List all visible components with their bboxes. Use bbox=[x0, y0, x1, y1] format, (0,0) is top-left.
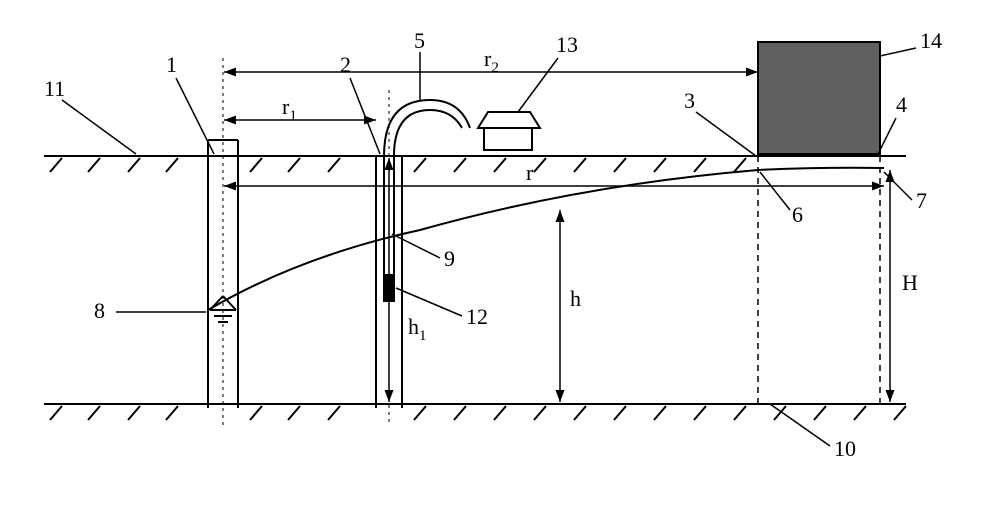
building-structure bbox=[758, 42, 880, 154]
callout-1: 1 bbox=[166, 52, 177, 77]
pump-device bbox=[478, 112, 540, 150]
ground-hatch-lower bbox=[50, 406, 906, 420]
callout-6: 6 bbox=[792, 202, 803, 227]
callout-11: 11 bbox=[44, 76, 65, 101]
callout-14: 14 bbox=[920, 28, 942, 53]
drawdown-curve bbox=[208, 168, 884, 310]
callout-8: 8 bbox=[94, 298, 105, 323]
callout-5: 5 bbox=[414, 28, 425, 53]
h1-label: h1 bbox=[408, 314, 427, 344]
callout-3: 3 bbox=[684, 88, 695, 113]
callout-12: 12 bbox=[466, 304, 488, 329]
engineering-diagram: r2 r1 r h h1 H bbox=[0, 0, 1000, 523]
extraction-pipe bbox=[384, 100, 470, 156]
callout-2: 2 bbox=[340, 52, 351, 77]
callout-7: 7 bbox=[916, 188, 927, 213]
callout-9: 9 bbox=[444, 246, 455, 271]
callout-4: 4 bbox=[896, 92, 907, 117]
callout-13: 13 bbox=[556, 32, 578, 57]
callout-10: 10 bbox=[834, 436, 856, 461]
ground-hatch-upper bbox=[50, 158, 746, 172]
r-label: r bbox=[526, 160, 534, 185]
H-label: H bbox=[902, 270, 918, 295]
h-label: h bbox=[570, 286, 581, 311]
